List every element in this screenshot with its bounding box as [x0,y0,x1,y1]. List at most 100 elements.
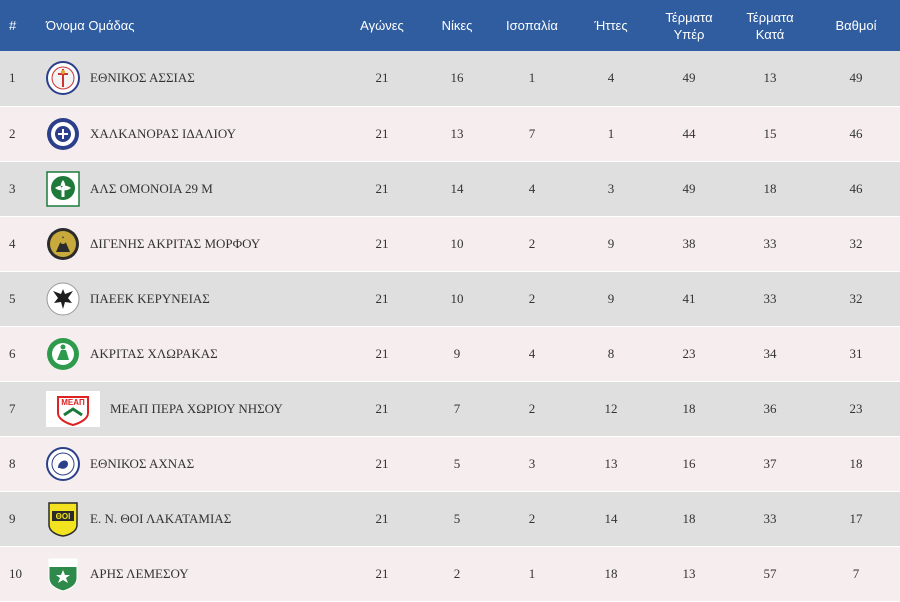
rank-cell: 3 [0,161,36,217]
meap-logo-text: ΜΕΑΠ [61,398,85,407]
played-cell: 21 [342,161,422,217]
omonoia-crest-icon [46,170,80,207]
team-name[interactable]: ΜΕΑΠ ΠΕΡΑ ΧΩΡΙΟΥ ΝΗΣΟΥ [110,400,283,416]
team-name[interactable]: ΑΡΗΣ ΛΕΜΕΣΟΥ [90,565,189,581]
team-cell: ΘΟΙ Ε. Ν. ΘΟΙ ΛΑΚΑΤΑΜΙΑΣ [36,491,342,547]
team-name[interactable]: ΠΑΕΕΚ ΚΕΡΥΝΕΙΑΣ [90,290,210,306]
wins-cell: 2 [422,546,492,602]
rank-cell: 4 [0,216,36,272]
header-wins[interactable]: Νίκες [441,18,473,33]
header-goals-against-line2: Κατά [755,26,785,42]
header-goals-against-line1: Τέρματα [746,9,794,25]
losses-cell: 4 [572,51,650,107]
table-row: 1 ΕΘΝΙΚΟΣ ΑΣΣΙΑΣ 21 16 1 4 49 13 49 [0,51,900,107]
goals-against-cell: 33 [728,491,812,547]
played-cell: 21 [342,51,422,107]
played-cell: 21 [342,106,422,162]
goals-against-cell: 37 [728,436,812,492]
points-cell: 46 [812,106,900,162]
losses-cell: 8 [572,326,650,382]
team-name[interactable]: ΑΚΡΙΤΑΣ ΧΛΩΡΑΚΑΣ [90,345,218,361]
thoi-crest-icon: ΘΟΙ [48,501,78,537]
header-losses[interactable]: Ήττες [594,18,628,33]
team-name[interactable]: ΕΘΝΙΚΟΣ ΑΧΝΑΣ [90,455,195,471]
rank-cell: 2 [0,106,36,162]
draws-cell: 1 [492,51,572,107]
losses-cell: 3 [572,161,650,217]
team-name[interactable]: ΕΘΝΙΚΟΣ ΑΣΣΙΑΣ [90,70,195,86]
rank-cell: 8 [0,436,36,492]
points-cell: 32 [812,271,900,327]
goals-for-cell: 49 [650,51,728,107]
header-goals-against[interactable]: Τέρματα Κατά [728,0,812,51]
header-row: # Όνομα Ομάδας Αγώνες Νίκες Ισοπαλία Ήττ… [0,0,900,51]
header-goals-for[interactable]: Τέρματα Υπέρ [650,0,728,51]
goals-against-cell: 18 [728,161,812,217]
goals-for-cell: 41 [650,271,728,327]
losses-cell: 14 [572,491,650,547]
rank-cell: 6 [0,326,36,382]
played-cell: 21 [342,546,422,602]
played-cell: 21 [342,381,422,437]
thoi-logo-text: ΘΟΙ [56,512,71,521]
rank-cell: 10 [0,546,36,602]
team-cell: ΕΘΝΙΚΟΣ ΑΧΝΑΣ [36,436,342,492]
team-name[interactable]: ΔΙΓΕΝΗΣ ΑΚΡΙΤΑΣ ΜΟΡΦΟΥ [90,235,261,251]
team-cell: ΔΙΓΕΝΗΣ ΑΚΡΙΤΑΣ ΜΟΡΦΟΥ [36,216,342,272]
ethnikos-achnas-crest-icon [46,446,80,481]
header-team[interactable]: Όνομα Ομάδας [46,18,135,33]
draws-cell: 2 [492,381,572,437]
rank-cell: 9 [0,491,36,547]
goals-for-cell: 23 [650,326,728,382]
losses-cell: 13 [572,436,650,492]
played-cell: 21 [342,216,422,272]
table-row: 9 ΘΟΙ Ε. Ν. ΘΟΙ ΛΑΚΑΤΑΜΙΑΣ 21 5 2 14 18 … [0,491,900,547]
wins-cell: 16 [422,51,492,107]
team-cell: ΑΛΣ ΟΜΟΝΟΙΑ 29 Μ [36,161,342,217]
losses-cell: 18 [572,546,650,602]
table-row: 6 ΑΚΡΙΤΑΣ ΧΛΩΡΑΚΑΣ 21 9 4 8 23 34 31 [0,326,900,382]
goals-against-cell: 33 [728,271,812,327]
draws-cell: 2 [492,216,572,272]
header-played[interactable]: Αγώνες [360,18,404,33]
played-cell: 21 [342,436,422,492]
table-row: 8 ΕΘΝΙΚΟΣ ΑΧΝΑΣ 21 5 3 13 16 37 18 [0,436,900,492]
goals-against-cell: 57 [728,546,812,602]
team-cell: ΠΑΕΕΚ ΚΕΡΥΝΕΙΑΣ [36,271,342,327]
rank-cell: 7 [0,381,36,437]
table-row: 5 ΠΑΕΕΚ ΚΕΡΥΝΕΙΑΣ 21 10 2 9 41 33 32 [0,271,900,327]
table-header: # Όνομα Ομάδας Αγώνες Νίκες Ισοπαλία Ήττ… [0,0,900,51]
points-cell: 49 [812,51,900,107]
team-name[interactable]: ΧΑΛΚΑΝΟΡΑΣ ΙΔΑΛΙΟΥ [90,125,236,141]
team-cell: ΑΡΗΣ ΛΕΜΕΣΟΥ [36,546,342,602]
draws-cell: 2 [492,271,572,327]
header-goals-for-line1: Τέρματα [665,9,713,25]
points-cell: 32 [812,216,900,272]
wins-cell: 7 [422,381,492,437]
header-points[interactable]: Βαθμοί [835,18,877,33]
paeek-eagle-crest-icon [46,282,80,315]
goals-against-cell: 13 [728,51,812,107]
losses-cell: 1 [572,106,650,162]
points-cell: 23 [812,381,900,437]
draws-cell: 4 [492,326,572,382]
header-rank[interactable]: # [9,18,17,33]
draws-cell: 3 [492,436,572,492]
wins-cell: 10 [422,216,492,272]
table-row: 3 ΑΛΣ ΟΜΟΝΟΙΑ 29 Μ 21 14 4 3 49 18 46 [0,161,900,217]
goals-against-cell: 34 [728,326,812,382]
team-name[interactable]: ΑΛΣ ΟΜΟΝΟΙΑ 29 Μ [90,180,213,196]
wins-cell: 10 [422,271,492,327]
losses-cell: 9 [572,216,650,272]
header-draws[interactable]: Ισοπαλία [506,18,558,33]
draws-cell: 1 [492,546,572,602]
points-cell: 17 [812,491,900,547]
header-goals-for-line2: Υπέρ [673,26,705,42]
wins-cell: 5 [422,491,492,547]
goals-for-cell: 44 [650,106,728,162]
team-name[interactable]: Ε. Ν. ΘΟΙ ΛΑΚΑΤΑΜΙΑΣ [90,510,232,526]
table-row: 7 ΜΕΑΠ ΜΕΑΠ ΠΕΡΑ ΧΩΡΙΟΥ ΝΗΣΟΥ 21 7 2 12 … [0,381,900,437]
goals-for-cell: 16 [650,436,728,492]
chalkanoras-crest-icon [47,117,79,150]
